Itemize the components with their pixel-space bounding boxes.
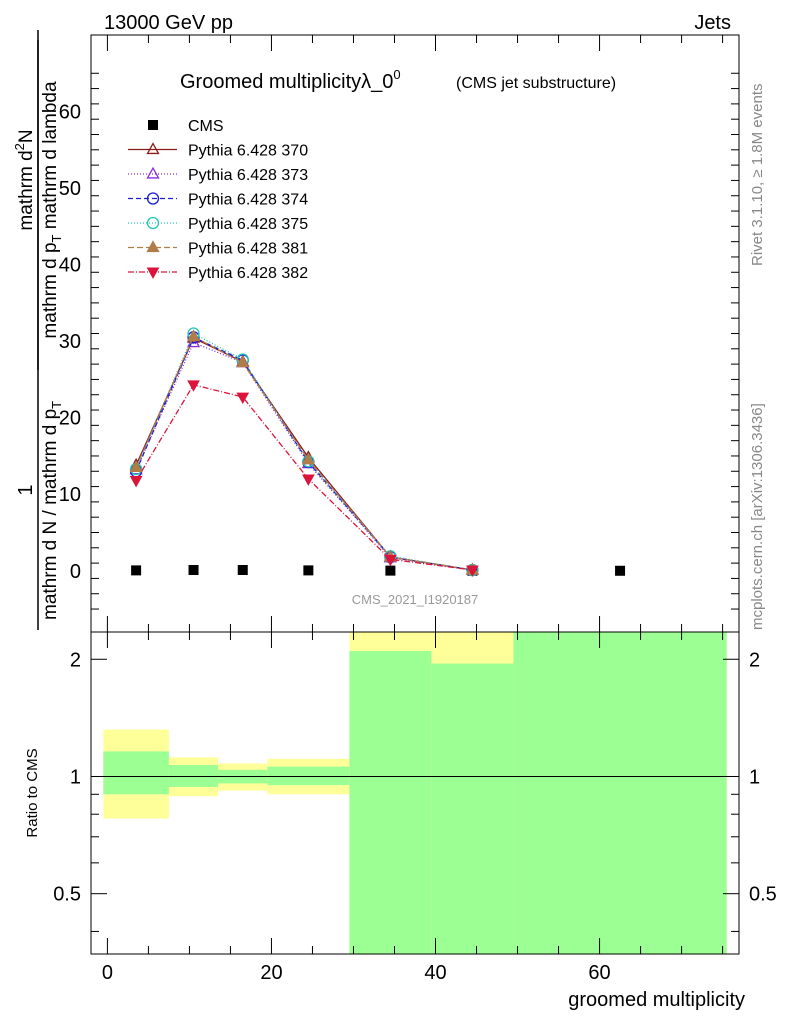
legend-label: Pythia 6.428 375 <box>188 216 308 233</box>
ylabel-denominator: mathrm d pT mathrm d lambda <box>40 81 64 339</box>
legend-entry: Pythia 6.428 370 <box>128 142 308 160</box>
data-point <box>301 452 315 465</box>
upper-ytick-label: 20 <box>59 408 81 430</box>
ylabel-outer: mathrm d N / mathrm d pT <box>40 401 64 620</box>
data-point <box>466 565 479 577</box>
data-point <box>615 565 626 576</box>
legend-marker <box>148 120 158 130</box>
legend-entry: Pythia 6.428 381 <box>128 240 308 258</box>
x-axis-label: groomed multiplicity <box>568 989 745 1011</box>
data-point <box>236 355 250 368</box>
legend-entry: Pythia 6.428 373 <box>128 166 308 184</box>
header-left: 13000 GeV pp <box>104 12 233 34</box>
data-point <box>237 565 248 576</box>
ylabel-num-main: mathrm d <box>16 150 37 230</box>
legend-marker <box>146 192 160 205</box>
legend-label: CMS <box>188 118 224 135</box>
upper-ytick-label: 10 <box>59 484 81 506</box>
lower-xtick-label: 20 <box>260 962 282 984</box>
lower-ytick-label-right: 1 <box>749 766 760 788</box>
header-right: Jets <box>694 12 731 34</box>
lower-xtick-label: 60 <box>588 962 610 984</box>
mcplots-label: mcplots.cern.ch [arXiv:1306.3436] <box>749 403 766 630</box>
chart-title-main: Groomed multiplicityλ_0 <box>180 71 393 93</box>
legend-label: Pythia 6.428 382 <box>188 265 308 282</box>
upper-ytick-label: 0 <box>70 561 81 583</box>
ylabel-outer-sub: T <box>49 401 64 409</box>
legend-marker <box>146 216 160 230</box>
series-line <box>135 335 473 571</box>
legend-entry: CMS <box>148 118 224 135</box>
lower-plot-frame <box>90 631 740 955</box>
upper-axis-ticks: 0 10 20 30 40 50 60 <box>59 35 739 632</box>
upper-ylabel: 1 mathrm d N / mathrm d pT mathrm d2N ma… <box>12 30 64 630</box>
ylabel-den-main: mathrm d p <box>40 242 61 338</box>
lower-ytick-label: 1 <box>70 766 81 788</box>
lower-axis-ticks: 0.5 0.51 12 20 20 40 60 <box>53 632 777 984</box>
data-point <box>302 474 315 486</box>
ratio-ylabel: Ratio to CMS <box>24 748 41 837</box>
chart-subtitle: (CMS jet substructure) <box>456 75 616 92</box>
ratio-band-inner <box>103 751 169 795</box>
lower-xtick-label: 0 <box>102 962 113 984</box>
data-point <box>188 565 199 576</box>
lower-ytick-label: 2 <box>70 649 81 671</box>
legend-entry: Pythia 6.428 382 <box>128 265 308 282</box>
data-point <box>131 565 142 576</box>
lower-ytick-label-right: 2 <box>749 649 760 671</box>
upper-ytick-label: 60 <box>59 102 81 124</box>
upper-ytick-label: 40 <box>59 255 81 277</box>
lower-ytick-label-right: 0.5 <box>749 884 777 906</box>
legend-marker <box>146 166 160 179</box>
legend-entry: Pythia 6.428 374 <box>128 192 308 209</box>
analysis-watermark: CMS_2021_I1920187 <box>352 592 479 607</box>
data-point <box>186 329 201 342</box>
legend-marker <box>146 240 160 253</box>
lower-xtick-label: 40 <box>424 962 446 984</box>
ylabel-prefix: 1 <box>15 484 37 495</box>
series-6 <box>129 380 479 577</box>
ylabel-den-tail: mathrm d lambda <box>40 81 61 235</box>
rivet-label: Rivet 3.1.10, ≥ 1.8M events <box>749 84 766 267</box>
legend: CMS Pythia 6.428 370 Pythia 6.428 373 Pythi… <box>128 118 308 282</box>
series-0 <box>131 565 626 576</box>
legend-entry: Pythia 6.428 375 <box>128 216 308 233</box>
chart-title: Groomed multiplicityλ_00 <box>180 67 401 93</box>
data-point <box>129 475 143 488</box>
chart-title-superscript: 0 <box>393 67 400 82</box>
legend-label: Pythia 6.428 370 <box>188 143 308 160</box>
ylabel-numerator: mathrm d2N <box>12 129 37 230</box>
ratio-band-inner <box>267 766 350 786</box>
upper-ytick-label: 30 <box>59 331 81 353</box>
data-point <box>129 460 143 473</box>
ylabel-num-sup: 2 <box>12 143 27 150</box>
legend-label: Pythia 6.428 381 <box>188 241 308 258</box>
lower-ytick-label: 0.5 <box>53 884 81 906</box>
data-point <box>187 380 200 392</box>
data-point <box>236 392 250 404</box>
series-line <box>135 384 473 571</box>
series-line <box>135 341 473 571</box>
data-point <box>303 565 314 576</box>
ratio-bands <box>103 632 727 954</box>
upper-series-group <box>129 327 626 577</box>
upper-ytick-label: 50 <box>59 178 81 200</box>
ylabel-outer-main: mathrm d N / mathrm d p <box>40 409 61 620</box>
data-point <box>384 554 397 567</box>
legend-marker <box>146 142 160 155</box>
ratio-band-inner <box>513 632 727 954</box>
ylabel-num-tail: N <box>16 129 37 143</box>
legend-label: Pythia 6.428 374 <box>188 192 308 209</box>
ylabel-den-sub: T <box>49 234 64 242</box>
ratio-band-inner <box>431 663 514 954</box>
legend-label: Pythia 6.428 373 <box>188 167 308 184</box>
data-point <box>385 565 396 576</box>
legend-marker <box>146 267 160 279</box>
ratio-band-inner <box>349 651 432 954</box>
